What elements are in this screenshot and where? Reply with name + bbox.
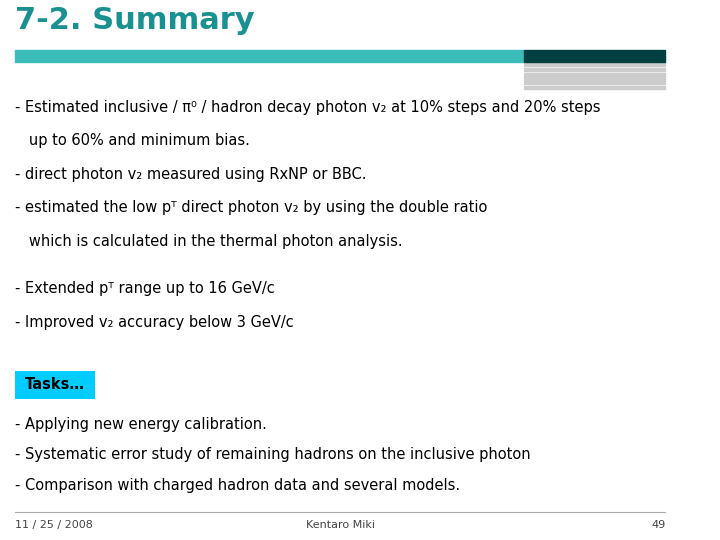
Text: - Estimated inclusive / π⁰ / hadron decay photon v₂ at 10% steps and 20% steps: - Estimated inclusive / π⁰ / hadron deca…: [15, 99, 600, 114]
Text: up to 60% and minimum bias.: up to 60% and minimum bias.: [15, 133, 250, 148]
Bar: [523, 65, 665, 66]
Bar: [523, 78, 665, 79]
Bar: [15, 50, 523, 62]
Text: Tasks…: Tasks…: [25, 377, 85, 392]
Bar: [523, 85, 665, 87]
Bar: [523, 80, 665, 82]
Bar: [523, 63, 665, 64]
Bar: [523, 88, 665, 90]
Text: - Applying new energy calibration.: - Applying new energy calibration.: [15, 417, 267, 432]
Text: 7-2. Summary: 7-2. Summary: [15, 6, 255, 36]
Text: - Systematic error study of remaining hadrons on the inclusive photon: - Systematic error study of remaining ha…: [15, 448, 531, 462]
Text: Kentaro Miki: Kentaro Miki: [305, 519, 374, 530]
Text: - direct photon v₂ measured using RxNP or BBC.: - direct photon v₂ measured using RxNP o…: [15, 167, 366, 182]
Text: 49: 49: [651, 519, 665, 530]
Bar: [523, 50, 665, 62]
Bar: [523, 83, 665, 84]
Text: which is calculated in the thermal photon analysis.: which is calculated in the thermal photo…: [15, 234, 402, 249]
Text: - estimated the low pᵀ direct photon v₂ by using the double ratio: - estimated the low pᵀ direct photon v₂ …: [15, 200, 487, 215]
Bar: [523, 73, 665, 74]
FancyBboxPatch shape: [15, 371, 95, 399]
Text: - Comparison with charged hadron data and several models.: - Comparison with charged hadron data an…: [15, 478, 460, 493]
Text: 11 / 25 / 2008: 11 / 25 / 2008: [15, 519, 93, 530]
Bar: [523, 70, 665, 71]
Bar: [523, 68, 665, 69]
Text: - Improved v₂ accuracy below 3 GeV/c: - Improved v₂ accuracy below 3 GeV/c: [15, 315, 294, 330]
Text: - Extended pᵀ range up to 16 GeV/c: - Extended pᵀ range up to 16 GeV/c: [15, 281, 275, 296]
Bar: [523, 75, 665, 77]
